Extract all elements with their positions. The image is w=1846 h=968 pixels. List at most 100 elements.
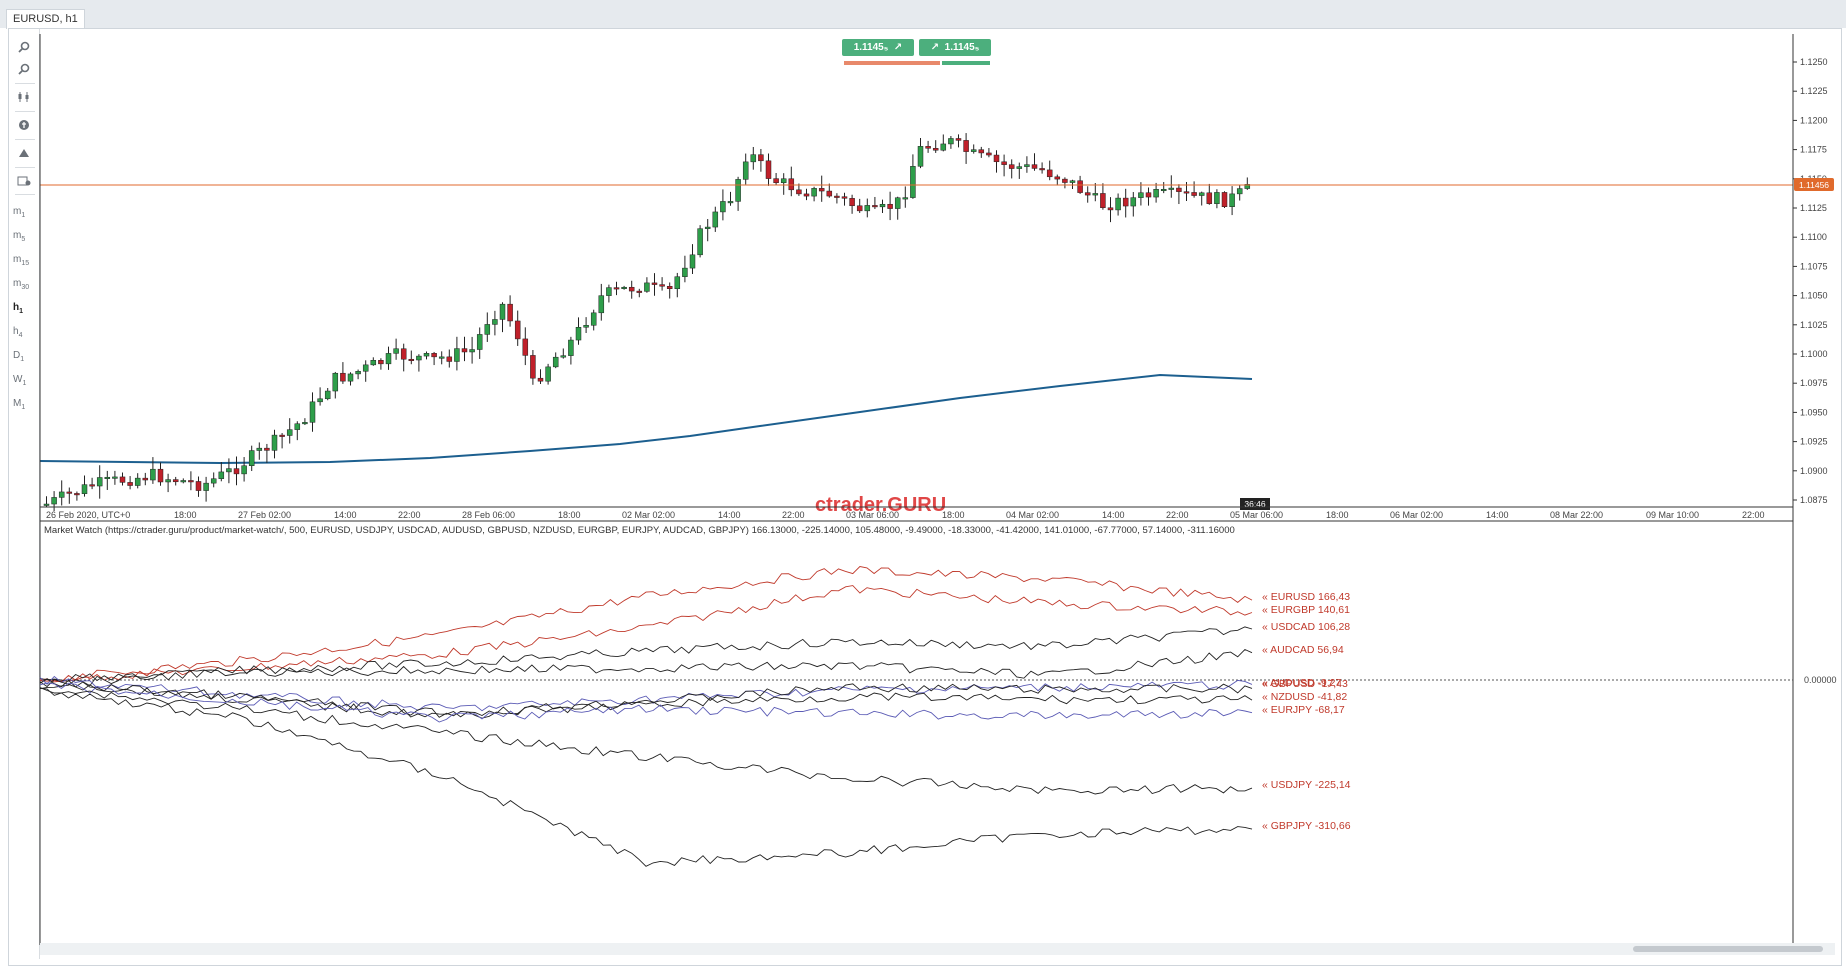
- time-tick-label: 18:00: [1326, 510, 1349, 520]
- candle-body: [796, 189, 802, 195]
- candle-body: [393, 348, 399, 354]
- price-tick-label: 1.0900: [1800, 466, 1828, 476]
- price-axis[interactable]: 1.12501.12251.12001.11751.11501.11251.11…: [1793, 57, 1828, 505]
- candle-body: [1107, 207, 1114, 211]
- market-watch-line: [39, 678, 1253, 718]
- timeframe-m15[interactable]: m15: [13, 254, 30, 267]
- timeframe-h4[interactable]: h4: [13, 326, 23, 339]
- candle-body: [43, 503, 50, 506]
- candle-body: [879, 203, 886, 208]
- candle-body: [1206, 192, 1213, 204]
- timeframe-D1[interactable]: D1: [13, 350, 25, 363]
- candle-body: [910, 166, 916, 198]
- time-tick-label: 18:00: [174, 510, 197, 520]
- price-tick-label: 1.1250: [1800, 57, 1828, 67]
- timeframe-m1[interactable]: m1: [13, 206, 26, 219]
- candle-body: [165, 479, 171, 483]
- price-tick-label: 1.0950: [1800, 407, 1828, 417]
- candle-body: [689, 254, 696, 269]
- chart-tab-eurusd[interactable]: EURUSD, h1: [6, 9, 85, 29]
- price-tick-label: 1.1175: [1800, 145, 1827, 155]
- candle-body: [826, 190, 833, 197]
- timeframe-W1[interactable]: W1: [13, 374, 27, 387]
- candle-body: [507, 303, 513, 322]
- candle-body: [780, 178, 787, 183]
- time-tick-label: 02 Mar 02:00: [622, 510, 675, 520]
- time-tick-label: 28 Feb 06:00: [462, 510, 515, 520]
- candle-body: [674, 276, 681, 289]
- timeframe-M1[interactable]: M1: [13, 398, 26, 411]
- time-axis[interactable]: 26 Feb 2020, UTC+0 18:00 27 Feb 02:00 14:00…: [46, 510, 1765, 520]
- drawing-tools-icon[interactable]: [13, 143, 35, 163]
- candle-body: [963, 140, 969, 152]
- legend-label: « NZDUSD -41,82: [1262, 691, 1347, 703]
- candle-body: [58, 491, 65, 498]
- horizontal-scrollbar[interactable]: [40, 943, 1835, 955]
- chart-settings-icon[interactable]: [13, 171, 35, 191]
- candle-body: [803, 193, 810, 197]
- candle-body: [1046, 169, 1053, 178]
- time-tick-label: 26 Feb 2020, UTC+0: [46, 510, 130, 520]
- candle-body: [986, 152, 992, 156]
- legend-label: « AUDCAD 56,94: [1262, 644, 1344, 656]
- candle-body: [887, 203, 893, 209]
- price-tick-label: 1.1050: [1800, 291, 1828, 301]
- legend-label: « GBPUSD -17,43: [1262, 678, 1348, 690]
- buy-volume-bar: [942, 61, 990, 65]
- candle-body: [362, 364, 369, 372]
- market-watch-line: [39, 626, 1253, 690]
- candle-body: [758, 154, 764, 162]
- sell-button[interactable]: 1.1145₅ ↗: [842, 39, 914, 56]
- sell-price: 1.1145: [853, 42, 884, 53]
- market-watch-line: [39, 682, 1253, 723]
- candle-body: [104, 476, 111, 479]
- price-tick-label: 1.1075: [1800, 261, 1828, 271]
- price-tick-label: 1.1000: [1800, 349, 1828, 359]
- candle-body: [370, 360, 377, 366]
- candle-body: [955, 138, 962, 141]
- zoom-in-icon[interactable]: [13, 37, 35, 57]
- candle-body: [332, 372, 339, 392]
- candle-body: [416, 355, 422, 361]
- candle-body: [872, 205, 878, 208]
- market-watch-legend: « EURUSD 166,43« EURGBP 140,61 « USDCAD 1…: [1262, 591, 1351, 832]
- indicator-icon[interactable]: [13, 115, 35, 135]
- market-watch-line: [39, 648, 1253, 682]
- candle-body: [606, 287, 612, 296]
- candle-body: [811, 188, 817, 197]
- candle-body: [1115, 197, 1121, 211]
- candle-body: [849, 198, 855, 207]
- candle-body: [1244, 184, 1251, 189]
- candle-body: [1024, 164, 1030, 167]
- timeframe-m30[interactable]: m30: [13, 278, 30, 291]
- zoom-out-icon[interactable]: [13, 59, 35, 79]
- time-tick-label: 04 Mar 02:00: [1006, 510, 1059, 520]
- candle-body: [560, 355, 567, 358]
- buy-button[interactable]: ↗ 1.1145₅: [919, 39, 991, 56]
- moving-average-line: [39, 373, 1253, 465]
- candle-body: [484, 324, 491, 335]
- candle-body: [773, 178, 779, 183]
- candle-body: [203, 482, 209, 491]
- candle-body: [666, 285, 673, 289]
- timeframe-h1[interactable]: h1: [13, 302, 24, 315]
- timeframe-m5[interactable]: m5: [13, 230, 26, 243]
- market-watch-line: [39, 675, 1253, 712]
- candle-body: [1145, 192, 1152, 198]
- time-tick-label: 06 Mar 02:00: [1390, 510, 1443, 520]
- candle-body: [302, 422, 308, 425]
- candle-body: [925, 146, 931, 149]
- market-watch-line: [39, 678, 1253, 719]
- candle-body: [1160, 189, 1167, 192]
- chart-type-icon[interactable]: [13, 87, 35, 107]
- time-tick-label: 14:00: [718, 510, 741, 520]
- buy-price: 1.1145: [944, 42, 975, 53]
- candle-body: [1236, 188, 1243, 195]
- legend-label: « GBPJPY -310,66: [1262, 820, 1351, 832]
- market-watch-caption: Market Watch (https://ctrader.guru/produ…: [44, 525, 1235, 536]
- candle-body: [864, 205, 871, 212]
- scrollbar-thumb[interactable]: [1633, 946, 1823, 952]
- market-watch-lines: [39, 566, 1253, 867]
- candle-body: [256, 447, 263, 451]
